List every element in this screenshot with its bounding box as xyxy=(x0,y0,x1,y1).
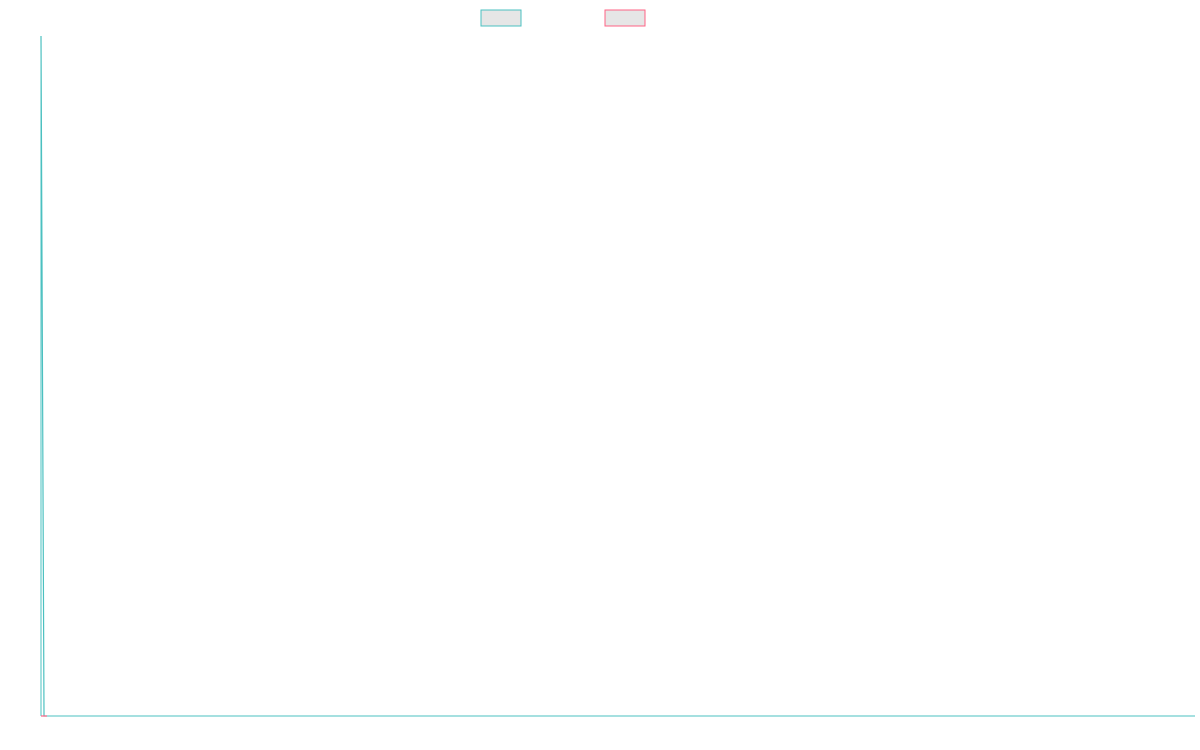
series-layer xyxy=(40,35,47,717)
legend-swatch-1[interactable] xyxy=(480,9,522,27)
series-line-1 xyxy=(40,35,47,717)
chart-axes xyxy=(40,36,1195,717)
legend-swatch-2[interactable] xyxy=(604,9,646,27)
legend xyxy=(480,9,646,27)
